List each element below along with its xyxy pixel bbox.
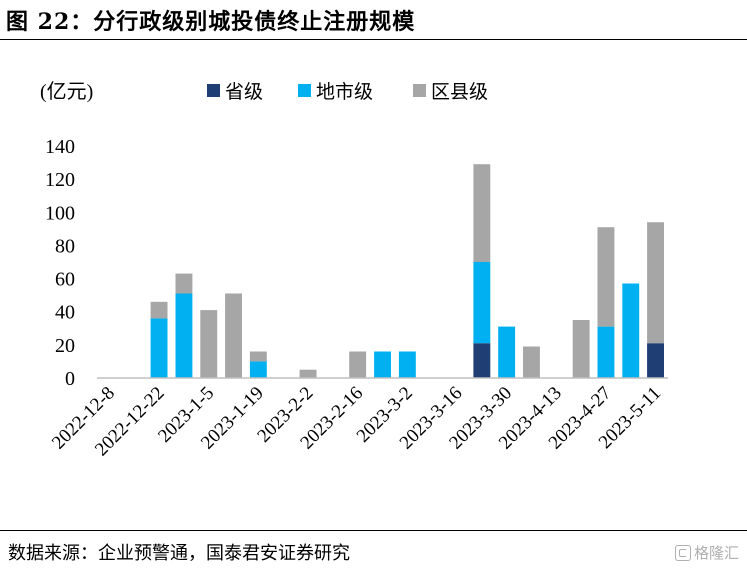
bar-segment	[249, 351, 267, 362]
bar-segment	[647, 222, 664, 344]
bar-segment	[647, 343, 664, 378]
watermark-logo-icon	[674, 544, 691, 561]
bar-segment	[175, 273, 193, 294]
bar-segment	[572, 320, 590, 378]
y-tick-label: 140	[45, 136, 75, 158]
bar-segment	[225, 293, 242, 378]
bar-segment	[150, 301, 168, 319]
watermark-text: 格隆汇	[693, 544, 739, 562]
bar-segment	[175, 293, 193, 378]
bottom-rule	[0, 530, 747, 531]
bar-segment	[299, 369, 317, 378]
bar-segment	[398, 351, 416, 378]
stacked-bar-chart: (亿元) 省级 地市级 区县级 0 20 40 60 80 100 120 140 2022-12…	[40, 80, 668, 461]
bar-segment	[498, 326, 516, 378]
y-tick-label: 80	[55, 235, 75, 257]
bar-segment	[249, 361, 267, 378]
y-tick-label: 0	[65, 368, 75, 390]
bar-segment	[473, 262, 491, 344]
legend-label: 区县级	[431, 81, 488, 103]
figure-title: 图 22：分行政级别城投债终止注册规模	[6, 9, 416, 35]
x-axis-ticks: 2022-12-82022-12-222023-1-52023-1-192023…	[48, 383, 665, 461]
bar-segment	[622, 283, 640, 378]
source-note: 数据来源：企业预警通，国泰君安证券研究	[8, 543, 350, 564]
y-tick-label: 20	[55, 335, 75, 357]
legend-label: 地市级	[316, 81, 373, 103]
bar-segment	[523, 346, 540, 378]
legend-swatch	[413, 84, 426, 97]
bar-segment	[349, 351, 367, 378]
y-tick-label: 100	[45, 202, 75, 224]
top-rule	[0, 39, 747, 40]
legend-label: 省级	[225, 81, 263, 103]
legend-swatch	[298, 84, 311, 97]
bar-segment	[473, 343, 491, 378]
y-axis-ticks: 0 20 40 60 80 100 120 140	[45, 136, 75, 390]
y-tick-label: 60	[55, 269, 75, 291]
bar-segment	[473, 164, 491, 262]
bar-segment	[150, 318, 168, 378]
bar-segment	[597, 326, 615, 378]
watermark: 格隆汇	[674, 542, 739, 563]
bar-segment	[597, 227, 615, 327]
bars	[150, 164, 664, 378]
bar-segment	[200, 310, 218, 378]
bar-segment	[374, 351, 391, 378]
y-tick-label: 120	[45, 169, 75, 191]
y-axis-label: (亿元)	[40, 80, 93, 103]
legend-swatch	[207, 84, 220, 97]
legend: 省级 地市级 区县级	[207, 81, 488, 103]
y-tick-label: 40	[55, 302, 75, 324]
